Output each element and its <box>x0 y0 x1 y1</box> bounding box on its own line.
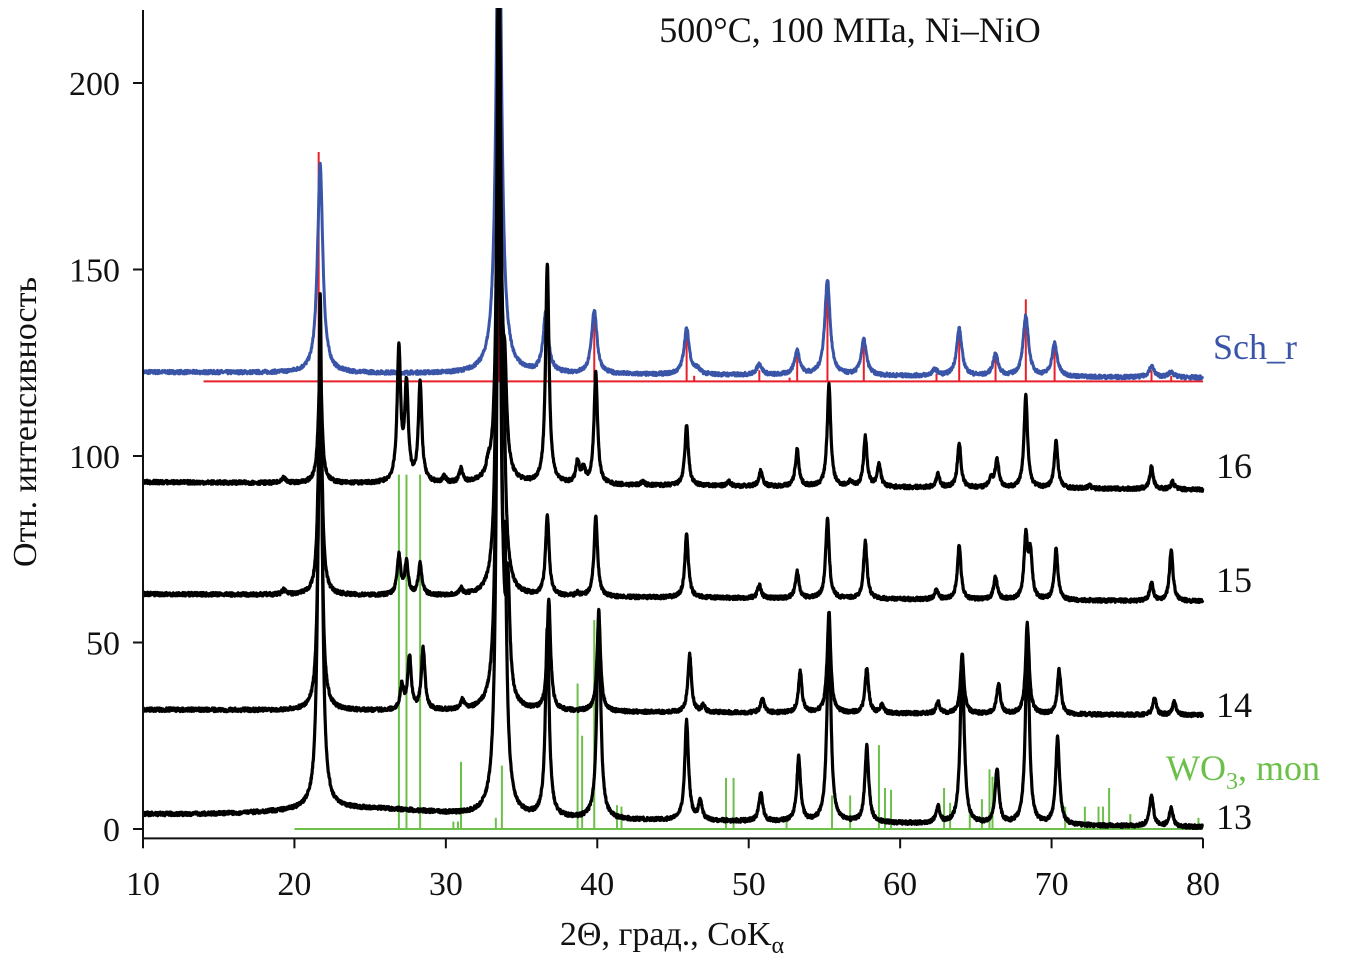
label-15: 15 <box>1216 560 1252 600</box>
x-tick-label: 30 <box>429 866 463 903</box>
y-tick-label: 100 <box>69 439 120 476</box>
x-tick-label: 50 <box>732 866 766 903</box>
series-line-15 <box>143 8 1205 604</box>
y-tick-label: 0 <box>103 812 120 849</box>
label-14: 14 <box>1216 685 1252 725</box>
label-sch-r: Sch_r <box>1213 327 1297 367</box>
label-wo3: WO3, mon <box>1166 748 1320 795</box>
x-tick-label: 70 <box>1035 866 1069 903</box>
x-tick-label: 80 <box>1186 866 1220 903</box>
label-16: 16 <box>1216 446 1252 486</box>
x-tick-label: 60 <box>883 866 917 903</box>
series-line-13 <box>143 58 1204 830</box>
x-tick-label: 40 <box>580 866 614 903</box>
series-line-16 <box>143 8 1205 493</box>
label-13: 13 <box>1216 797 1252 837</box>
y-tick-label: 200 <box>69 66 120 103</box>
y-axis-label: Отн. интенсивность <box>7 277 44 567</box>
chart-title: 500°C, 100 МПа, Ni–NiO <box>659 10 1040 50</box>
y-tick-label: 50 <box>86 626 120 663</box>
x-tick-label: 10 <box>126 866 160 903</box>
series-line-14 <box>143 8 1205 719</box>
series-line-sch-r <box>143 8 1204 381</box>
x-tick-label: 20 <box>277 866 311 903</box>
x-axis-label: 2Θ, град., CoKα <box>560 916 785 959</box>
y-tick-label: 150 <box>69 253 120 290</box>
